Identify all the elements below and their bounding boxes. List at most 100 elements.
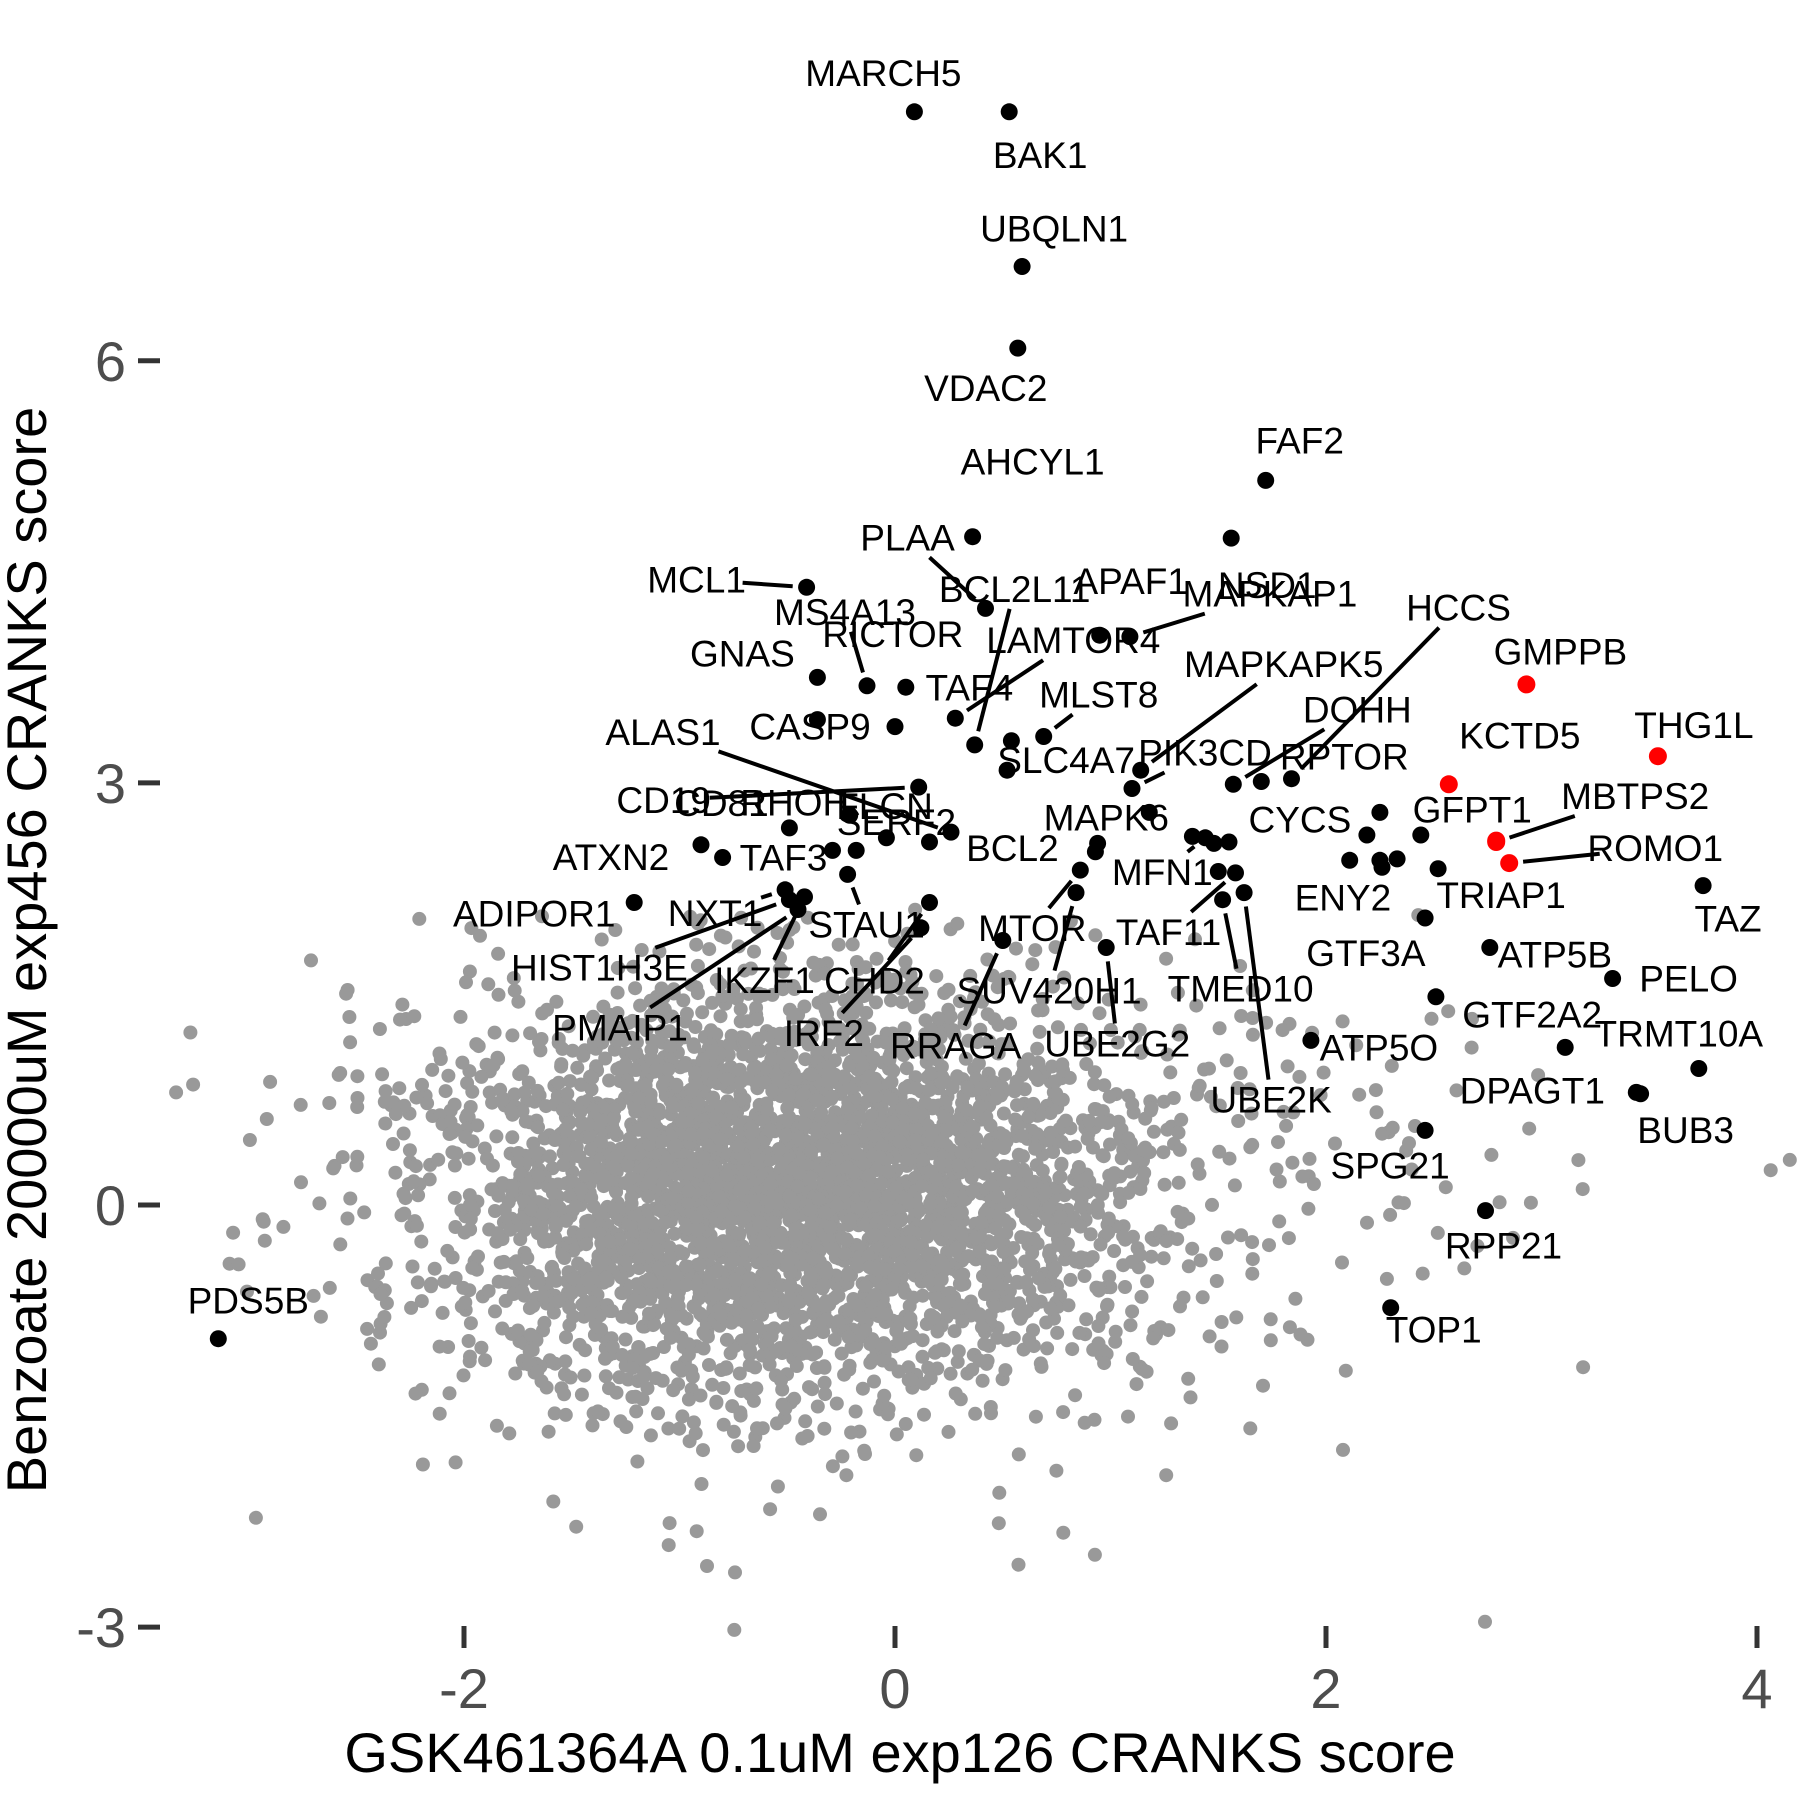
gene-label: SUV420H1 xyxy=(956,971,1141,1012)
cloud-point xyxy=(841,1330,856,1345)
cloud-point xyxy=(1360,1215,1374,1230)
cloud-point xyxy=(681,1195,696,1210)
gene-label: FAF2 xyxy=(1255,420,1343,461)
cloud-point xyxy=(731,1139,746,1154)
cloud-point xyxy=(933,1030,948,1045)
cloud-point xyxy=(662,1516,677,1531)
cloud-point xyxy=(842,1358,857,1373)
gene-label: GTF3A xyxy=(1306,933,1426,974)
cloud-point xyxy=(563,1074,577,1089)
cloud-point xyxy=(602,1073,617,1088)
cloud-point xyxy=(733,1405,748,1420)
cloud-point xyxy=(915,1333,930,1348)
gene-label: DOHH xyxy=(1303,689,1412,730)
cloud-point xyxy=(1161,1323,1176,1338)
cloud-point xyxy=(632,1261,647,1276)
cloud-point xyxy=(1003,1016,1018,1031)
cloud-point xyxy=(505,1130,520,1145)
cloud-point xyxy=(831,937,846,952)
gene-label: TAF4 xyxy=(926,668,1014,709)
cloud-point xyxy=(463,1222,478,1237)
cloud-point xyxy=(705,1044,720,1058)
cloud-point xyxy=(1102,1089,1117,1104)
gene-point xyxy=(1632,1085,1650,1103)
cloud-point xyxy=(663,1039,678,1054)
cloud-point xyxy=(919,1218,933,1232)
gene-label: TAF3 xyxy=(740,837,828,878)
gene-point xyxy=(1416,909,1434,927)
cloud-point xyxy=(780,1257,795,1272)
cloud-point xyxy=(564,1286,579,1300)
cloud-point xyxy=(716,1417,731,1432)
cloud-point xyxy=(343,1191,358,1206)
cloud-point xyxy=(530,1083,545,1098)
cloud-point xyxy=(665,1191,680,1206)
cloud-point xyxy=(695,1052,710,1067)
leader-line xyxy=(717,749,939,830)
gene-point xyxy=(824,841,841,859)
cloud-point xyxy=(531,1120,545,1135)
cloud-point xyxy=(903,1224,918,1239)
cloud-point xyxy=(557,1251,572,1265)
cloud-point xyxy=(633,998,648,1013)
gene-point xyxy=(692,836,710,854)
cloud-point xyxy=(408,1386,423,1401)
cloud-point xyxy=(677,1058,692,1073)
cloud-point xyxy=(745,1127,760,1141)
gene-point xyxy=(1371,803,1389,821)
cloud-point xyxy=(615,1348,630,1362)
cloud-point xyxy=(831,1314,846,1329)
cloud-point xyxy=(574,1387,589,1402)
cloud-point xyxy=(1227,1178,1242,1193)
cloud-point xyxy=(874,1176,889,1191)
cloud-point xyxy=(651,1406,665,1421)
cloud-point xyxy=(628,981,643,996)
cloud-point xyxy=(1282,1320,1297,1335)
cloud-point xyxy=(770,1416,784,1431)
cloud-point xyxy=(827,1332,842,1347)
cloud-point xyxy=(583,1069,598,1084)
cloud-point xyxy=(825,989,839,1003)
cloud-point xyxy=(524,1202,539,1217)
cloud-point xyxy=(977,1337,992,1352)
cloud-point xyxy=(816,1137,831,1152)
cloud-point xyxy=(551,1075,566,1090)
cloud-point xyxy=(1019,1211,1033,1226)
cloud-point xyxy=(506,971,521,986)
cloud-point xyxy=(681,1347,696,1362)
cloud-point xyxy=(414,1294,429,1309)
cloud-point xyxy=(690,958,705,973)
cloud-point xyxy=(1245,1011,1260,1025)
cloud-point xyxy=(990,1330,1005,1345)
cloud-point xyxy=(898,1081,912,1096)
cloud-point xyxy=(1209,1247,1224,1261)
cloud-point xyxy=(924,1164,939,1179)
cloud-point xyxy=(1159,951,1174,966)
cloud-point xyxy=(1032,1024,1047,1039)
cloud-point xyxy=(547,1133,562,1147)
cloud-point xyxy=(535,1006,550,1021)
cloud-point xyxy=(1209,1274,1224,1288)
cloud-point xyxy=(984,1265,999,1280)
cloud-point xyxy=(1071,1160,1086,1174)
cloud-point xyxy=(778,1401,793,1416)
gene-point xyxy=(789,901,807,918)
cloud-point xyxy=(924,1126,939,1141)
cloud-point xyxy=(674,1363,689,1378)
gene-label: PIK3CD xyxy=(1138,733,1272,774)
cloud-point xyxy=(973,1022,988,1037)
cloud-point xyxy=(903,1235,918,1249)
cloud-point xyxy=(458,1129,473,1144)
cloud-point xyxy=(1043,1301,1058,1316)
gene-point xyxy=(910,778,928,796)
cloud-point xyxy=(1103,1137,1117,1152)
cloud-point xyxy=(598,1051,613,1066)
cloud-point xyxy=(1028,1409,1043,1424)
cloud-point xyxy=(624,1196,639,1211)
cloud-point xyxy=(992,1485,1007,1500)
cloud-point xyxy=(884,993,898,1008)
cloud-point xyxy=(908,902,923,917)
cloud-point xyxy=(1288,1291,1303,1306)
cloud-point xyxy=(817,966,832,981)
cloud-point xyxy=(1391,1195,1406,1210)
